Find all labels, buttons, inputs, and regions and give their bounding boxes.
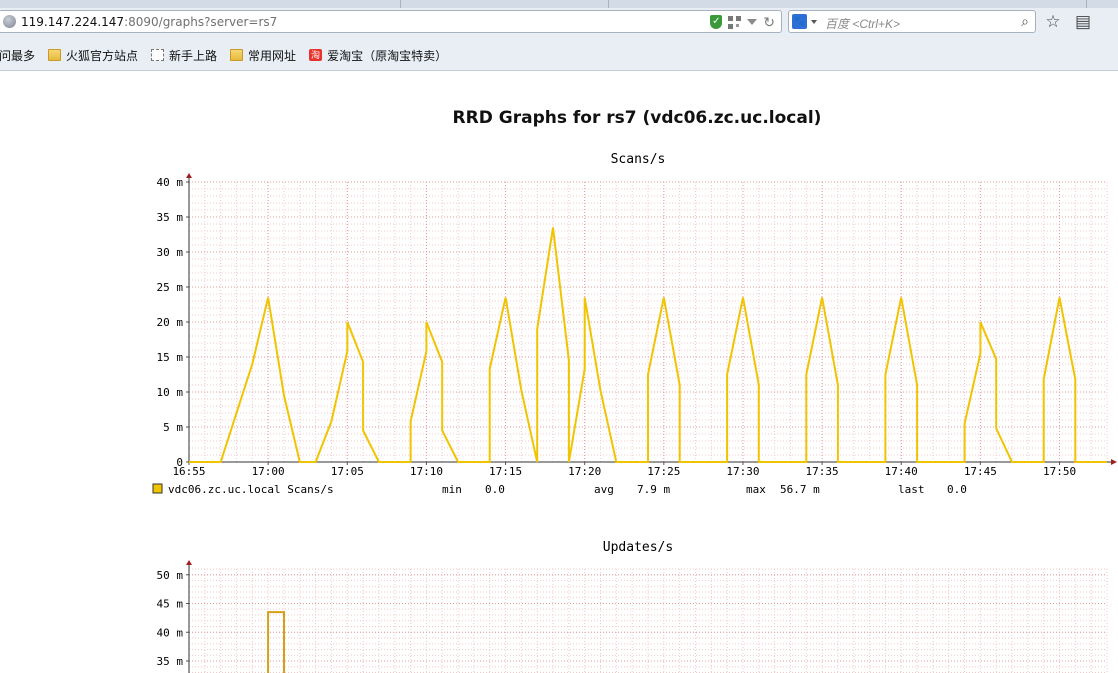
legend-max-label: max	[746, 483, 766, 496]
series-line	[267, 611, 285, 673]
bookmark-star-icon[interactable]: ☆	[1045, 12, 1061, 31]
bookmark-item[interactable]: 问最多	[0, 47, 35, 64]
legend-avg-value: 7.9 m	[637, 483, 670, 496]
y-tick-label: 35 m	[157, 655, 184, 668]
y-axis-arrow	[186, 173, 192, 178]
page-icon	[151, 49, 165, 61]
y-tick-label: 50 m	[157, 569, 184, 582]
search-placeholder[interactable]: 百度 <Ctrl+K>	[825, 17, 901, 31]
bookmark-label: 火狐官方站点	[66, 48, 139, 63]
legend-last-label: last	[898, 483, 925, 496]
x-tick-label: 17:35	[806, 465, 839, 478]
x-tick-label: 17:10	[410, 465, 443, 478]
qr-code-icon[interactable]	[728, 15, 742, 29]
address-bar[interactable]: 119.147.224.147:8090/graphs?server=rs7 ✓…	[0, 10, 782, 33]
y-tick-label: 40 m	[157, 626, 184, 639]
y-tick-label: 15 m	[157, 351, 184, 364]
scans-chart: 0 5 m 10 m 15 m 20 m 25 m 30 m 35 m 40 m 16:55 17:…	[152, 173, 1117, 496]
y-tick-label: 5 m	[163, 421, 183, 434]
legend-max-value: 56.7 m	[780, 483, 820, 496]
y-axis-arrow	[186, 560, 192, 565]
bookmark-item[interactable]: 火狐官方站点	[42, 47, 138, 64]
x-tick-label: 16:55	[172, 465, 205, 478]
x-tick-label: 17:05	[331, 465, 364, 478]
url-text[interactable]: 119.147.224.147:8090/graphs?server=rs7	[21, 15, 277, 29]
url-path: :8090/graphs?server=rs7	[124, 15, 278, 29]
bookmark-item[interactable]: 淘 爱淘宝（原淘宝特卖）	[303, 47, 447, 64]
taobao-icon: 淘	[309, 49, 323, 61]
x-tick-label: 17:30	[726, 465, 759, 478]
search-icon[interactable]: ⌕	[1021, 13, 1029, 29]
bookmark-label: 常用网址	[248, 48, 297, 63]
y-tick-label: 0	[176, 456, 183, 469]
tab-separator	[608, 0, 609, 8]
reading-list-icon[interactable]: ▤	[1074, 12, 1092, 31]
legend-series-name: vdc06.zc.uc.local Scans/s	[168, 483, 334, 496]
shield-icon[interactable]: ✓	[710, 15, 723, 29]
browser-chrome: 119.147.224.147:8090/graphs?server=rs7 ✓…	[0, 0, 1118, 71]
x-tick-label: 17:45	[964, 465, 997, 478]
tab-separator	[400, 0, 401, 8]
engine-dropdown-icon[interactable]	[811, 20, 817, 24]
legend-min-label: min	[442, 483, 462, 496]
bookmarks-toolbar: 问最多 火狐官方站点 新手上路 常用网址 淘 爱淘宝（原淘宝特卖）	[0, 44, 1118, 66]
x-tick-label: 17:20	[568, 465, 601, 478]
y-tick-label: 10 m	[157, 386, 184, 399]
bookmark-label: 新手上路	[169, 48, 218, 63]
tab-strip	[0, 0, 1118, 8]
folder-icon	[230, 49, 244, 61]
page-title: RRD Graphs for rs7 (vdc06.zc.uc.local)	[452, 108, 822, 128]
series-line	[189, 227, 1107, 463]
updates-chart-title: Updates/s	[602, 540, 674, 555]
y-tick-label: 40 m	[157, 176, 184, 189]
folder-icon	[48, 49, 62, 61]
y-tick-label: 35 m	[157, 211, 184, 224]
globe-icon	[3, 15, 16, 28]
bookmark-label: 爱淘宝（原淘宝特卖）	[327, 48, 448, 63]
url-dropdown-icon[interactable]	[747, 19, 758, 25]
x-tick-label: 17:25	[647, 465, 680, 478]
search-bar[interactable]: 🐾 百度 <Ctrl+K> ⌕	[788, 10, 1036, 33]
baidu-paw-icon[interactable]: 🐾	[792, 14, 807, 29]
y-tick-label: 45 m	[157, 598, 184, 611]
legend-avg-label: avg	[594, 483, 614, 496]
x-tick-label: 17:40	[885, 465, 918, 478]
y-tick-label: 25 m	[157, 281, 184, 294]
x-tick-label: 17:50	[1043, 465, 1076, 478]
x-tick-label: 17:15	[489, 465, 522, 478]
tab-separator	[1086, 0, 1087, 8]
x-tick-label: 17:00	[252, 465, 285, 478]
url-host: 119.147.224.147	[21, 15, 125, 29]
updates-chart: 35 m 40 m 45 m 50 m	[157, 560, 1108, 673]
legend-min-value: 0.0	[485, 483, 505, 496]
legend-last-value: 0.0	[947, 483, 967, 496]
scans-chart-title: Scans/s	[610, 152, 666, 167]
reload-icon[interactable]: ↻	[763, 14, 775, 30]
bookmark-label: 问最多	[0, 48, 36, 63]
legend-swatch	[152, 483, 163, 494]
y-tick-label: 20 m	[157, 316, 184, 329]
bookmark-item[interactable]: 常用网址	[224, 47, 296, 64]
bookmark-item[interactable]: 新手上路	[145, 47, 217, 64]
x-axis-arrow	[1111, 459, 1117, 465]
y-tick-label: 30 m	[157, 246, 184, 259]
